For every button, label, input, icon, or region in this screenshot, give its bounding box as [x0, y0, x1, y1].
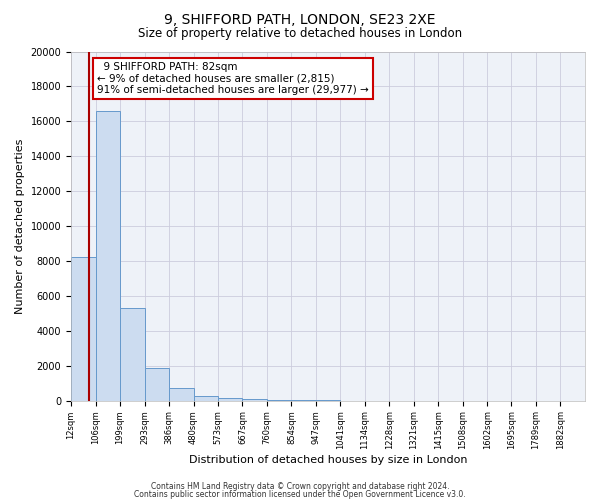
- Y-axis label: Number of detached properties: Number of detached properties: [15, 138, 25, 314]
- X-axis label: Distribution of detached houses by size in London: Distribution of detached houses by size …: [189, 455, 467, 465]
- Bar: [169, 388, 194, 400]
- Text: 9 SHIFFORD PATH: 82sqm  
← 9% of detached houses are smaller (2,815)
91% of semi: 9 SHIFFORD PATH: 82sqm ← 9% of detached …: [97, 62, 368, 95]
- Bar: [95, 111, 120, 401]
- Text: Size of property relative to detached houses in London: Size of property relative to detached ho…: [138, 28, 462, 40]
- Bar: [194, 396, 218, 400]
- Bar: [218, 398, 242, 400]
- Text: Contains public sector information licensed under the Open Government Licence v3: Contains public sector information licen…: [134, 490, 466, 499]
- Text: Contains HM Land Registry data © Crown copyright and database right 2024.: Contains HM Land Registry data © Crown c…: [151, 482, 449, 491]
- Text: 9, SHIFFORD PATH, LONDON, SE23 2XE: 9, SHIFFORD PATH, LONDON, SE23 2XE: [164, 12, 436, 26]
- Bar: [145, 368, 169, 400]
- Bar: [71, 258, 95, 400]
- Bar: [120, 308, 145, 400]
